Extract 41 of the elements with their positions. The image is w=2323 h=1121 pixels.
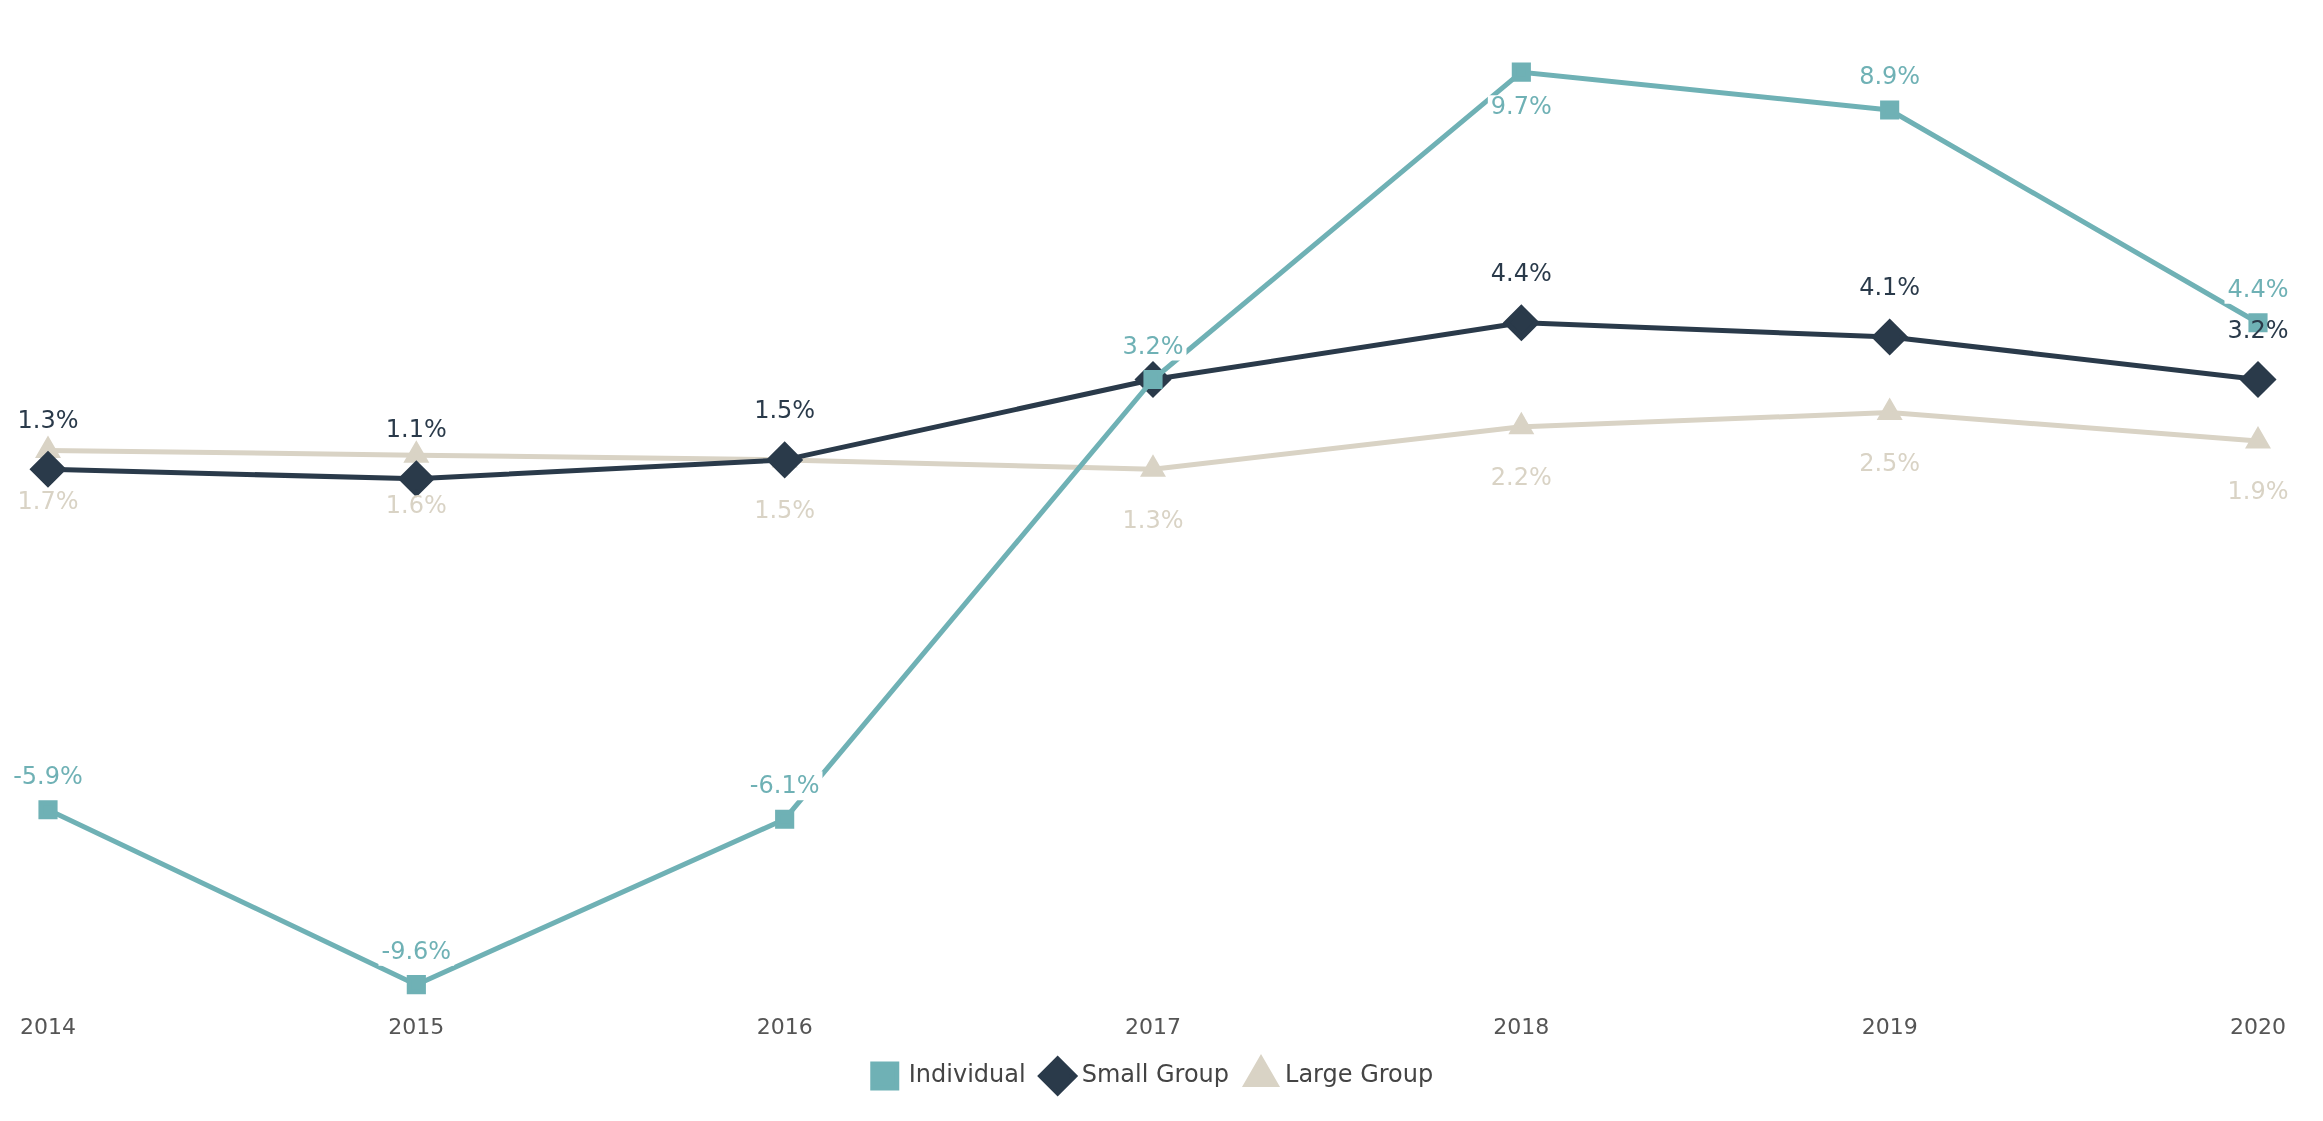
data-label: 1.1% <box>385 415 447 444</box>
data-label: -9.6% <box>381 936 452 965</box>
data-label: 4.4% <box>2227 275 2289 303</box>
x-tick-label: 2017 <box>1125 1013 1181 1039</box>
data-label: 2.5% <box>1859 448 1921 477</box>
point <box>38 800 58 820</box>
x-tick-label: 2016 <box>756 1013 813 1039</box>
data-label: -5.9% <box>13 761 83 790</box>
data-label: 1.6% <box>385 491 447 520</box>
x-tick-label: 2015 <box>388 1013 445 1039</box>
point <box>398 461 434 497</box>
data-label: 1.9% <box>2227 477 2289 506</box>
point <box>767 442 803 478</box>
legend-label: Large Group <box>1285 1060 1434 1089</box>
point <box>1503 305 1539 341</box>
point <box>1880 100 1900 120</box>
point <box>406 975 426 995</box>
x-tick-label: 2020 <box>2230 1013 2286 1039</box>
point <box>1872 319 1908 355</box>
point <box>775 809 795 829</box>
data-label: 1.5% <box>754 396 816 425</box>
data-label: 1.3% <box>17 405 79 434</box>
data-label: 1.7% <box>17 486 79 515</box>
point <box>2240 362 2276 397</box>
data-label: 1.5% <box>754 496 816 525</box>
legend-label: Small Group <box>1081 1060 1230 1089</box>
x-tick-label: 2019 <box>1861 1013 1918 1039</box>
data-label: -6.1% <box>749 771 820 800</box>
x-tick-label: 2018 <box>1493 1013 1550 1039</box>
data-label: 2.2% <box>1490 463 1552 492</box>
data-label: 9.7% <box>1490 92 1552 121</box>
data-label: 3.2% <box>1122 331 1184 360</box>
point <box>1511 62 1531 82</box>
point <box>30 451 66 487</box>
data-label: 4.4% <box>1490 259 1552 287</box>
x-tick-label: 2014 <box>20 1013 76 1039</box>
data-label: 4.1% <box>1859 273 1921 302</box>
legend-label: Individual <box>908 1060 1026 1089</box>
data-label: 3.2% <box>2227 315 2289 344</box>
data-label: 1.3% <box>1122 505 1184 534</box>
data-label: 8.9% <box>1859 62 1921 91</box>
